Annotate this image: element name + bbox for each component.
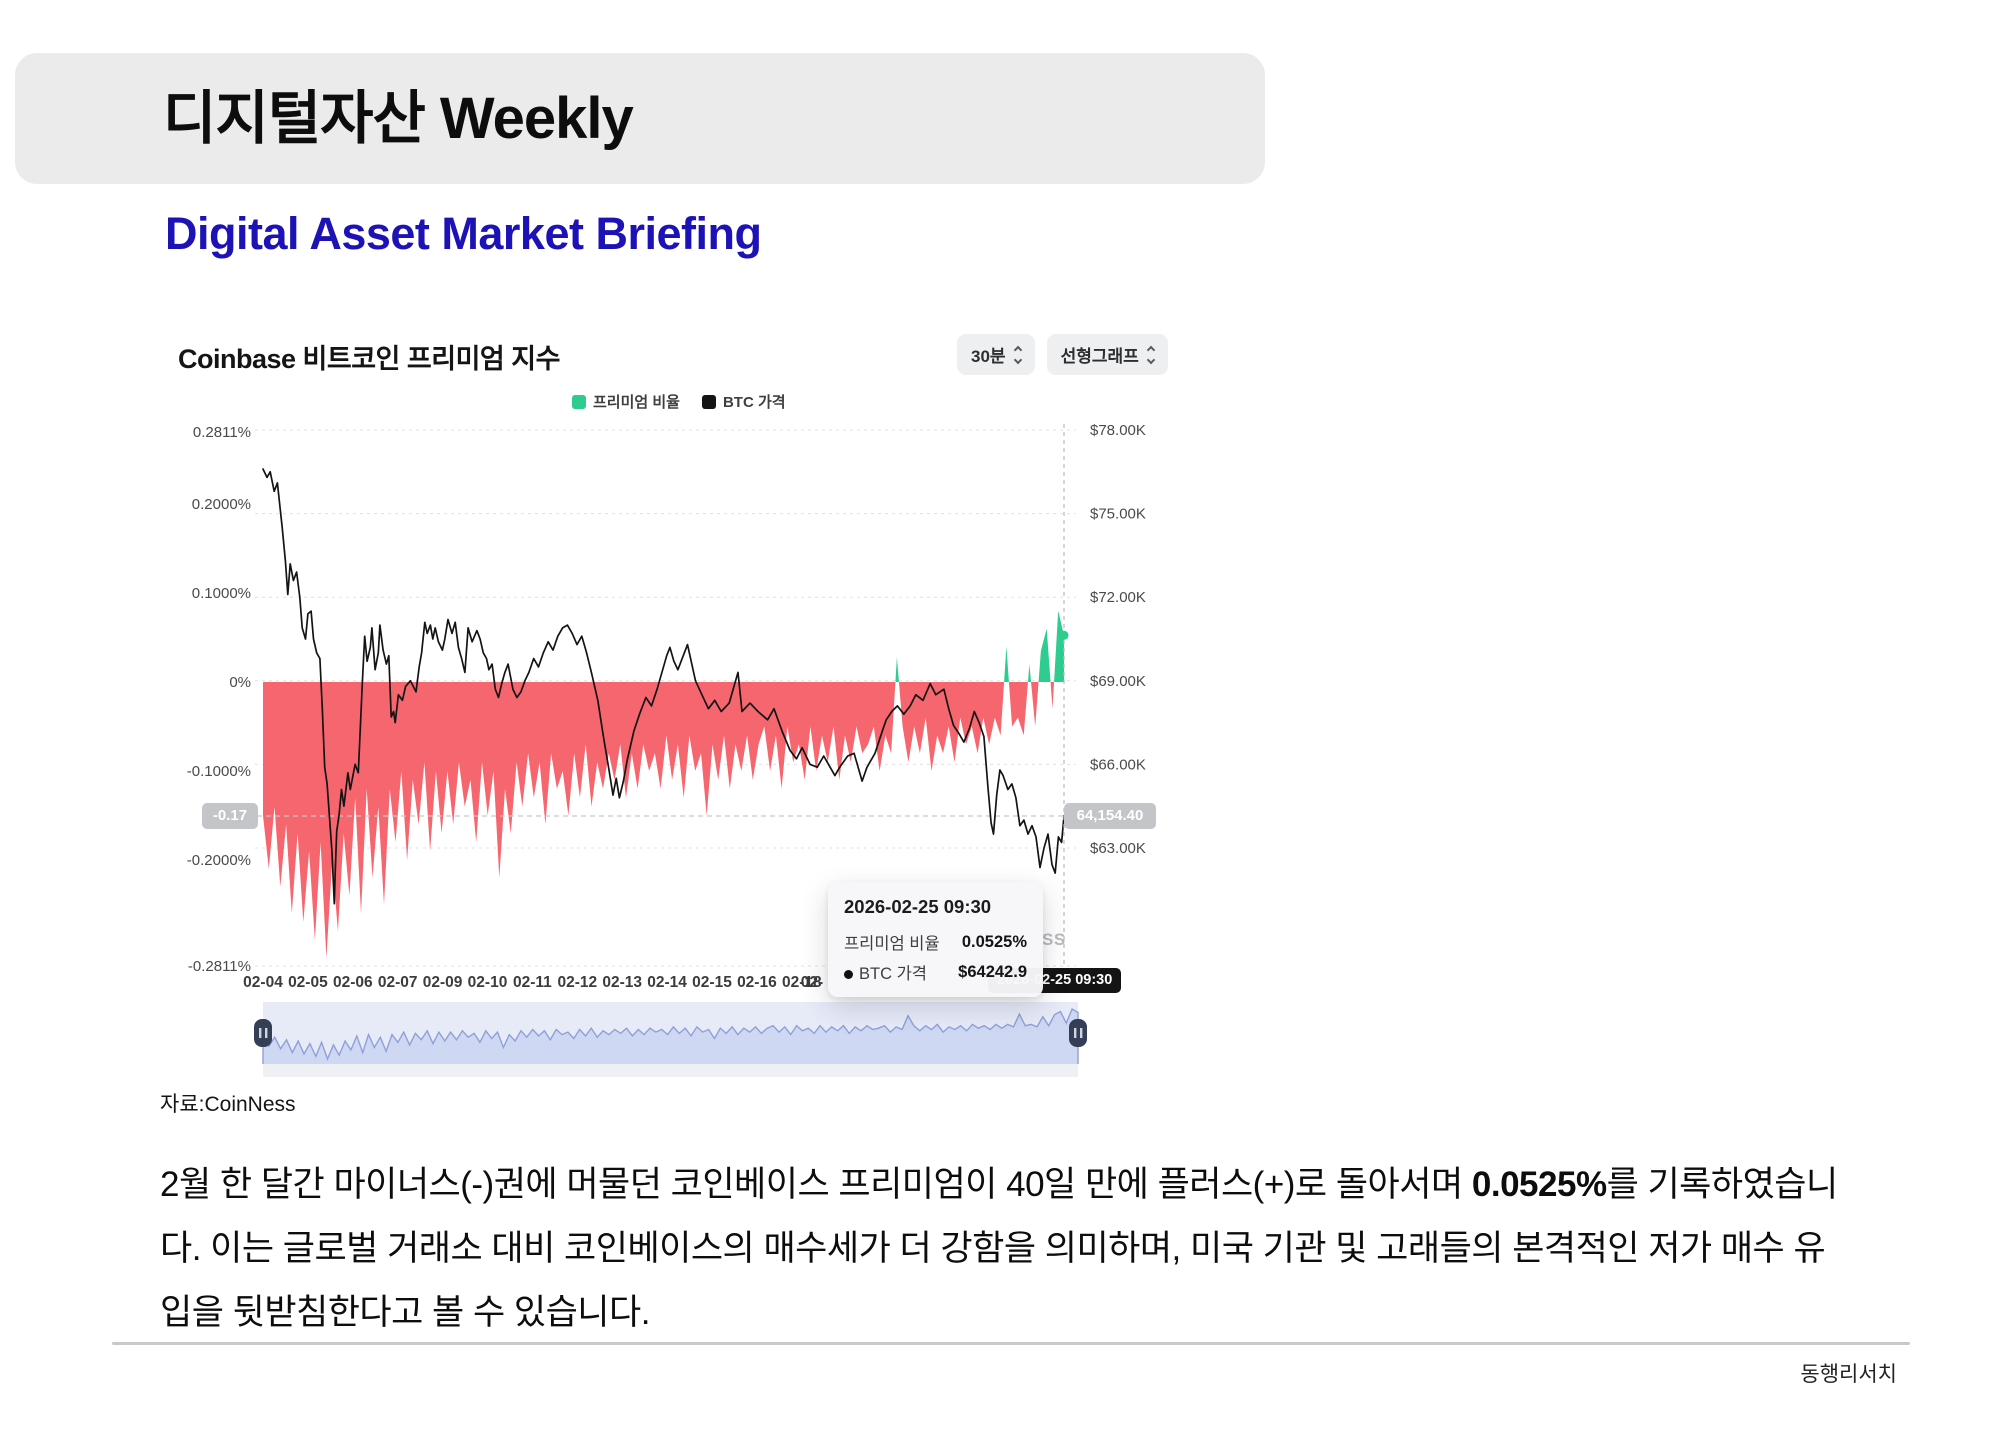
pause-bars-icon xyxy=(1074,1028,1077,1038)
premium-area-negative xyxy=(263,682,1064,958)
right-axis-tick: $78.00K xyxy=(1090,422,1146,439)
x-axis-tick: 02-06 xyxy=(333,974,373,991)
x-axis-tick: 02-15 xyxy=(692,974,732,991)
tooltip-btc-label: BTC 가격 xyxy=(844,960,927,984)
tooltip-premium-label: 프리미엄 비율 xyxy=(844,935,940,953)
pause-bars-icon xyxy=(259,1028,262,1038)
left-axis-tick: 0.2000% xyxy=(192,496,251,513)
right-axis-tick: $72.00K xyxy=(1090,589,1146,606)
legend-btc-label: BTC 가격 xyxy=(722,394,786,411)
legend-item-btc[interactable]: BTC 가격 xyxy=(701,391,786,412)
tooltip-btc-value: $64242.9 xyxy=(958,962,1027,981)
series-dot-icon xyxy=(844,970,853,980)
tooltip-timestamp: 2026-02-25 09:30 xyxy=(844,896,992,917)
highlight-value: 0.0525% xyxy=(1471,1165,1607,1204)
x-axis-tick: 02-13 xyxy=(602,974,642,991)
premium-legend-swatch-icon xyxy=(572,394,586,409)
page-subtitle: Digital Asset Market Briefing xyxy=(165,208,762,259)
interval-select-label: 30분 xyxy=(971,347,1006,366)
footer-divider xyxy=(112,1342,1910,1345)
summary-paragraph: 2월 한 달간 마이너스(-)권에 머물던 코인베이스 프리미엄이 40일 만에… xyxy=(160,1165,1838,1332)
x-axis-tick: 02-14 xyxy=(647,974,687,991)
chart-controls: 30분 선형그래프 xyxy=(957,334,1168,375)
x-axis-tick: 02-07 xyxy=(378,974,418,991)
right-axis-tick: $75.00K xyxy=(1090,506,1146,523)
left-axis-tick: -0.2811% xyxy=(188,958,251,975)
chart-type-select[interactable]: 선형그래프 xyxy=(1046,334,1168,375)
left-axis-tick: 0.2811% xyxy=(193,424,251,441)
x-axis-tick: 02-10 xyxy=(468,974,508,991)
range-navigator xyxy=(254,1002,1087,1077)
chart-type-select-label: 선형그래프 xyxy=(1060,347,1139,366)
crosshair-right-axis-badge: 64,154.40 xyxy=(1064,803,1156,829)
chart-tooltip: 2026-02-25 09:30 프리미엄 비율 0.0525% BTC 가격 … xyxy=(828,882,1043,997)
x-axis-tick: 02-16 xyxy=(737,974,777,991)
x-axis-tick: 02-09 xyxy=(423,974,463,991)
chart-legend: 프리미엄 비율 BTC 가격 xyxy=(572,391,786,412)
navigator-area xyxy=(263,1009,1078,1064)
tooltip-premium-value: 0.0525% xyxy=(961,932,1027,951)
tooltip-row-premium: 프리미엄 비율 0.0525% xyxy=(844,930,1027,954)
crosshair-left-axis-badge: -0.17 xyxy=(202,803,258,829)
left-axis-tick: 0% xyxy=(229,674,251,691)
footer-brand: 동행리서치 xyxy=(1800,1363,1897,1386)
legend-premium-label: 프리미엄 비율 xyxy=(593,394,680,411)
x-axis-tick: 02-12 xyxy=(557,974,597,991)
page-title: 디지털자산 Weekly xyxy=(163,86,634,151)
coinness-watermark: SS xyxy=(1042,930,1066,949)
x-axis-tick: 02-05 xyxy=(288,974,328,991)
x-axis-tick: 02-11 xyxy=(513,974,552,991)
tooltip-row-btc: BTC 가격 $64242.9 xyxy=(844,960,1027,984)
left-axis-tick: -0.1000% xyxy=(187,763,251,780)
navigator-right-handle[interactable] xyxy=(1069,1019,1087,1047)
btc-legend-swatch-icon xyxy=(701,394,716,409)
navigator-line xyxy=(262,1007,1079,1064)
left-axis-tick: -0.2000% xyxy=(187,852,251,869)
right-axis-tick: $66.00K xyxy=(1090,756,1146,773)
x-axis-tick: 02- xyxy=(801,974,823,991)
interval-select[interactable]: 30분 xyxy=(957,334,1035,375)
navigator-left-handle[interactable] xyxy=(254,1019,272,1047)
navigator-bottom-strip xyxy=(263,1064,1078,1077)
current-premium-dot xyxy=(1059,630,1069,640)
chart-title: Coinbase 비트코인 프리미엄 지수 xyxy=(178,344,560,374)
x-axis-tick: 02-04 xyxy=(243,974,283,991)
report-header-banner: 디지털자산 Weekly xyxy=(15,53,1265,184)
legend-item-premium[interactable]: 프리미엄 비율 xyxy=(572,391,680,412)
x-axis-tick: 02-18 xyxy=(782,974,822,991)
left-axis-tick: 0.1000% xyxy=(192,585,251,602)
right-axis-tick: $69.00K xyxy=(1090,673,1146,690)
btc-price-line xyxy=(262,468,1065,905)
source-label: 자료:CoinNess xyxy=(160,1093,296,1116)
premium-price-chart[interactable]: 0.2811% 0.2000% 0.1000% 0% -0.1000% -0.2000% -… xyxy=(150,330,1160,1090)
right-axis-tick: $63.00K xyxy=(1090,840,1146,857)
